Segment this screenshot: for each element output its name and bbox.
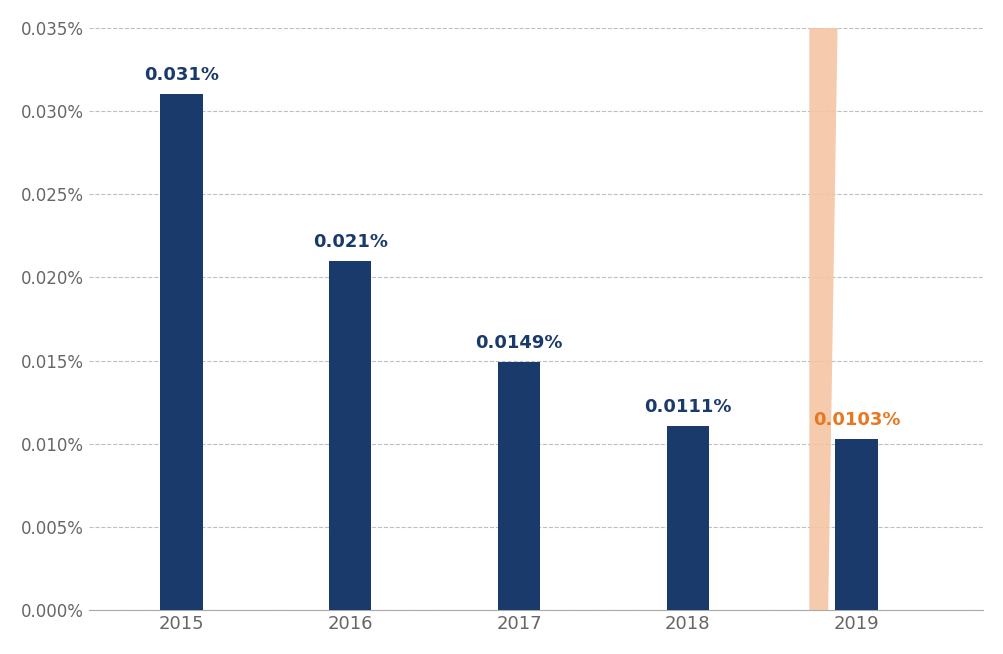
Bar xyxy=(666,426,708,610)
Polygon shape xyxy=(377,0,954,654)
Text: 0.0149%: 0.0149% xyxy=(474,334,563,353)
Text: 0.021%: 0.021% xyxy=(313,233,387,251)
Text: 0.0103%: 0.0103% xyxy=(812,411,900,429)
Bar xyxy=(834,439,877,610)
Text: 0.031%: 0.031% xyxy=(143,67,219,84)
Bar xyxy=(329,261,371,610)
Bar xyxy=(497,362,540,610)
Text: 0.0111%: 0.0111% xyxy=(644,398,731,415)
Bar xyxy=(160,94,203,610)
